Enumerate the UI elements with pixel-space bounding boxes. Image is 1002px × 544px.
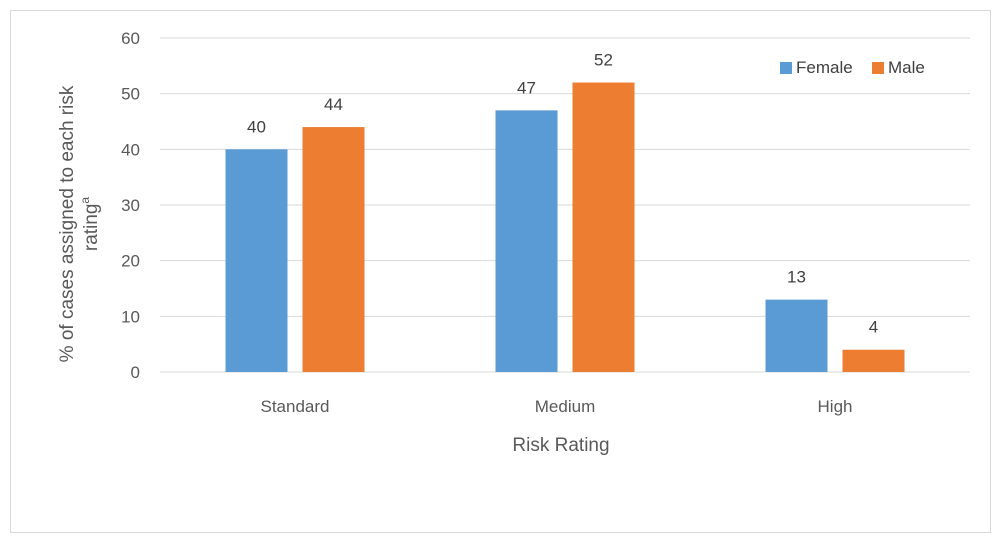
y-tick-label: 10 [121,307,140,326]
legend: Female Male [780,58,925,77]
data-label-male-standard: 44 [324,95,343,114]
y-axis-title-line1: % of cases assigned to each risk [57,85,78,362]
bars [225,82,905,373]
bar-male-standard [302,127,365,372]
y-axis-title-line2: rating [81,204,102,252]
gridlines [160,37,970,373]
legend-label-female: Female [796,58,853,77]
y-axis-title: % of cases assigned to each risk ratinga [57,85,102,362]
y-tick-label: 30 [121,196,140,215]
y-tick-label: 40 [121,140,140,159]
bar-female-medium [495,110,558,372]
data-labels: 40 44 47 52 13 4 [247,51,878,337]
data-label-female-high: 13 [787,268,806,287]
x-axis-ticks: Standard Medium High [261,397,853,416]
svg-text:ratinga: ratinga [78,197,102,252]
x-tick-label: Standard [261,397,330,416]
y-tick-label: 20 [121,252,140,271]
y-tick-label: 0 [131,363,140,382]
legend-label-male: Male [888,58,925,77]
bar-female-high [765,299,828,372]
y-tick-label: 60 [121,29,140,48]
x-tick-label: High [818,397,853,416]
data-label-male-medium: 52 [594,51,613,70]
x-axis-title: Risk Rating [512,435,609,456]
bar-female-standard [225,149,288,372]
y-axis-ticks: 0 10 20 30 40 50 60 [121,29,140,382]
svg-text:% of cases assigned to each ri: % of cases assigned to each risk [57,85,78,362]
bar-male-high [842,349,905,372]
data-label-female-medium: 47 [517,78,536,97]
y-axis-title-superscript: a [78,197,92,204]
data-label-male-high: 4 [869,318,878,337]
x-tick-label: Medium [535,397,595,416]
data-label-female-standard: 40 [247,117,266,136]
legend-swatch-female [780,62,792,74]
legend-swatch-male [872,62,884,74]
bar-male-medium [572,82,635,373]
y-tick-label: 50 [121,85,140,104]
